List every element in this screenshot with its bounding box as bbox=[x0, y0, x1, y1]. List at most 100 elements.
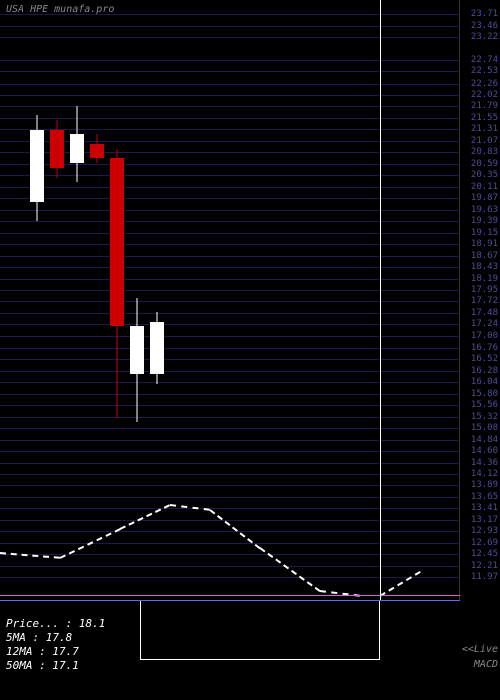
y-axis-label: 13.65 bbox=[471, 492, 498, 502]
y-axis-label: 14.84 bbox=[471, 435, 498, 445]
y-axis-label: 19.87 bbox=[471, 193, 498, 203]
ma-line bbox=[0, 600, 460, 601]
y-axis-label: 14.36 bbox=[471, 458, 498, 468]
y-axis: 23.7123.4623.2222.7422.5322.2622.0221.79… bbox=[460, 0, 500, 600]
candle[interactable] bbox=[130, 298, 144, 423]
grid-line bbox=[0, 508, 460, 509]
y-axis-label: 13.89 bbox=[471, 480, 498, 490]
indicator-line bbox=[379, 571, 420, 597]
live-label: <<Live bbox=[462, 644, 498, 655]
grid-line bbox=[0, 394, 460, 395]
y-axis-label: 15.80 bbox=[471, 389, 498, 399]
candle[interactable] bbox=[90, 134, 104, 163]
y-axis-label: 22.53 bbox=[471, 66, 498, 76]
y-axis-label: 20.59 bbox=[471, 159, 498, 169]
grid-line bbox=[0, 84, 460, 85]
y-axis-label: 21.79 bbox=[471, 101, 498, 111]
grid-line bbox=[0, 60, 460, 61]
y-axis-label: 14.12 bbox=[471, 469, 498, 479]
grid-line bbox=[0, 175, 460, 176]
ma5-info: 5MA : 17.8 bbox=[6, 631, 72, 644]
grid-line bbox=[0, 531, 460, 532]
grid-line bbox=[0, 428, 460, 429]
y-axis-label: 21.07 bbox=[471, 136, 498, 146]
grid-line bbox=[0, 313, 460, 314]
price-info: Price... : 18.1 bbox=[6, 617, 105, 630]
y-axis-label: 13.17 bbox=[471, 515, 498, 525]
y-axis-label: 22.26 bbox=[471, 79, 498, 89]
y-axis-label: 15.08 bbox=[471, 423, 498, 433]
candle[interactable] bbox=[70, 106, 84, 183]
y-axis-label: 17.48 bbox=[471, 308, 498, 318]
y-axis-label: 12.93 bbox=[471, 526, 498, 536]
y-axis-label: 17.00 bbox=[471, 331, 498, 341]
macd-label: MACD bbox=[474, 659, 498, 670]
grid-line bbox=[0, 26, 460, 27]
grid-line bbox=[0, 118, 460, 119]
y-axis-label: 23.46 bbox=[471, 21, 498, 31]
y-axis-label: 11.97 bbox=[471, 572, 498, 582]
y-axis-label: 18.91 bbox=[471, 239, 498, 249]
candle[interactable] bbox=[110, 149, 124, 418]
cursor-line bbox=[380, 0, 381, 600]
ma50-info: 50MA : 17.1 bbox=[6, 659, 79, 672]
y-axis-label: 12.45 bbox=[471, 549, 498, 559]
grid-line bbox=[0, 577, 460, 578]
y-axis-label: 19.39 bbox=[471, 216, 498, 226]
grid-line bbox=[0, 198, 460, 199]
grid-line bbox=[0, 187, 460, 188]
y-axis-label: 17.24 bbox=[471, 319, 498, 329]
y-axis-label: 16.52 bbox=[471, 354, 498, 364]
grid-line bbox=[0, 451, 460, 452]
y-axis-label: 23.71 bbox=[471, 9, 498, 19]
grid-line bbox=[0, 359, 460, 360]
grid-line bbox=[0, 267, 460, 268]
grid-line bbox=[0, 324, 460, 325]
grid-line bbox=[0, 256, 460, 257]
y-axis-label: 18.43 bbox=[471, 262, 498, 272]
y-axis-label: 21.31 bbox=[471, 124, 498, 134]
grid-line bbox=[0, 106, 460, 107]
grid-line bbox=[0, 301, 460, 302]
grid-line bbox=[0, 371, 460, 372]
grid-line bbox=[0, 474, 460, 475]
grid-line bbox=[0, 336, 460, 337]
grid-line bbox=[0, 210, 460, 211]
chart-container: USA HPE munafa.pro 23.7123.4623.2222.742… bbox=[0, 0, 500, 700]
grid-line bbox=[0, 543, 460, 544]
y-axis-label: 17.95 bbox=[471, 285, 498, 295]
y-axis-label: 16.04 bbox=[471, 377, 498, 387]
y-axis-label: 22.74 bbox=[471, 55, 498, 65]
candle[interactable] bbox=[150, 312, 164, 384]
ma12-info: 12MA : 17.7 bbox=[6, 645, 79, 658]
y-axis-label: 20.11 bbox=[471, 182, 498, 192]
y-axis-label: 21.55 bbox=[471, 113, 498, 123]
y-axis-label: 23.22 bbox=[471, 32, 498, 42]
grid-line bbox=[0, 405, 460, 406]
y-axis-label: 15.56 bbox=[471, 400, 498, 410]
y-axis-label: 20.83 bbox=[471, 147, 498, 157]
y-axis-label: 16.28 bbox=[471, 366, 498, 376]
grid-line bbox=[0, 485, 460, 486]
grid-line bbox=[0, 463, 460, 464]
grid-line bbox=[0, 37, 460, 38]
y-axis-label: 19.15 bbox=[471, 228, 498, 238]
grid-line bbox=[0, 348, 460, 349]
indicator-box bbox=[140, 600, 380, 660]
grid-line bbox=[0, 279, 460, 280]
y-axis-label: 15.32 bbox=[471, 412, 498, 422]
grid-line bbox=[0, 129, 460, 130]
y-axis-label: 19.63 bbox=[471, 205, 498, 215]
candle[interactable] bbox=[50, 120, 64, 178]
grid-line bbox=[0, 141, 460, 142]
y-axis-label: 17.72 bbox=[471, 296, 498, 306]
grid-line bbox=[0, 71, 460, 72]
y-axis-label: 13.41 bbox=[471, 503, 498, 513]
grid-line bbox=[0, 440, 460, 441]
indicator-line bbox=[0, 552, 60, 559]
candle[interactable] bbox=[30, 115, 44, 221]
main-chart[interactable]: USA HPE munafa.pro bbox=[0, 0, 460, 600]
watermark-text: USA HPE munafa.pro bbox=[6, 4, 114, 15]
grid-line bbox=[0, 417, 460, 418]
y-axis-label: 12.69 bbox=[471, 538, 498, 548]
